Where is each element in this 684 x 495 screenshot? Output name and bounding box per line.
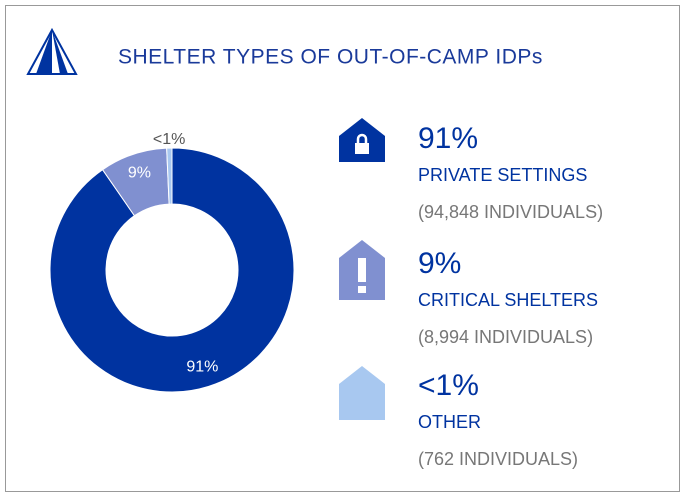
legend-detail: (94,848 INDIVIDUALS) [418,202,603,222]
legend-percent: 9% [418,247,461,280]
house-icon [339,366,385,420]
exclaim-bar [358,258,366,282]
legend-detail: (8,994 INDIVIDUALS) [418,327,593,347]
legend-label: OTHER [418,412,481,432]
legend-item: 9% CRITICAL SHELTERS (8,994 INDIVIDUALS) [339,240,598,347]
lock-shackle [356,133,368,143]
slice-label: <1% [153,131,185,148]
legend-percent: <1% [418,369,479,402]
chart-title: SHELTER TYPES OF OUT-OF-CAMP IDPs [118,46,543,69]
lock-body [355,143,369,154]
slice-label: 9% [128,165,151,182]
tent-icon [26,27,78,75]
legend-item: 91% PRIVATE SETTINGS (94,848 INDIVIDUALS) [339,118,603,222]
legend-label: CRITICAL SHELTERS [418,290,598,310]
slice-label: 91% [186,359,218,376]
exclaim-dot [358,286,366,293]
donut-slice [166,147,173,205]
legend-label: PRIVATE SETTINGS [418,165,587,185]
house-icon [339,118,385,162]
legend-percent: 91% [418,122,478,155]
donut-slice [49,147,295,393]
legend-item: <1% OTHER (762 INDIVIDUALS) [339,366,578,469]
legend-detail: (762 INDIVIDUALS) [418,449,578,469]
